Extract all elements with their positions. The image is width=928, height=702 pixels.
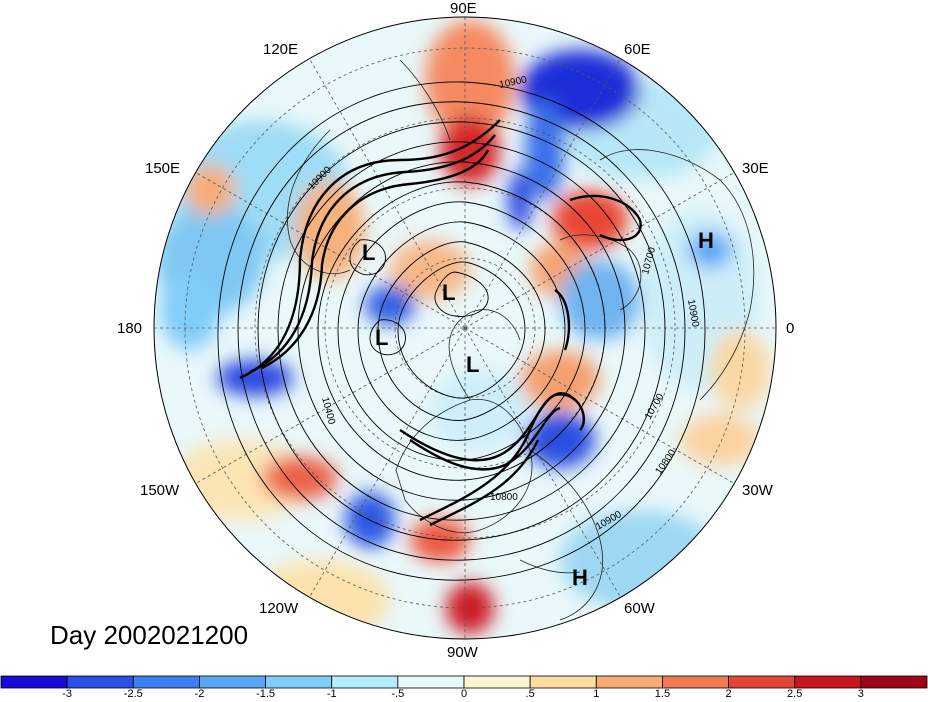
colorbar-swatch bbox=[331, 675, 399, 689]
colorbar-label: -1 bbox=[326, 688, 337, 700]
low-marker: L bbox=[442, 280, 455, 305]
colorbar-label: 3 bbox=[857, 688, 864, 700]
colorbar-swatch bbox=[463, 675, 531, 689]
lon-label-30w: 30W bbox=[742, 482, 773, 499]
low-marker: L bbox=[362, 240, 375, 265]
colorbar-swatch bbox=[199, 675, 266, 689]
lon-label-0: 0 bbox=[786, 320, 795, 337]
colorbar-swatch bbox=[860, 675, 928, 689]
colorbar-swatch bbox=[728, 675, 796, 689]
colorbar-label: -2 bbox=[194, 688, 205, 700]
pressure-markers: L L L L H H bbox=[362, 228, 714, 590]
lon-label-120e: 120E bbox=[263, 41, 299, 58]
lon-label-60e: 60E bbox=[624, 41, 651, 58]
lon-label-60w: 60W bbox=[624, 600, 655, 617]
colorbar-swatch bbox=[397, 675, 465, 689]
colorbar-swatch bbox=[529, 675, 597, 689]
jet-contours bbox=[239, 119, 642, 527]
colorbar-swatch bbox=[794, 675, 862, 689]
colorbar-label: 2 bbox=[725, 688, 732, 700]
colorbar-swatch bbox=[0, 675, 68, 689]
colorbar-swatch bbox=[595, 675, 663, 689]
colorbar-swatch bbox=[66, 675, 134, 689]
lon-label-150w: 150W bbox=[140, 482, 180, 499]
map-boundary bbox=[153, 16, 777, 640]
lon-label-120w: 120W bbox=[259, 600, 299, 617]
colorbar-label: .5 bbox=[525, 688, 535, 700]
lon-label-180: 180 bbox=[117, 320, 143, 337]
lon-label-150e: 150E bbox=[145, 160, 181, 177]
colorbar-label: 1 bbox=[593, 688, 600, 700]
colorbar bbox=[0, 675, 928, 689]
contour-label: 10900 bbox=[685, 299, 701, 329]
colorbar-label: -3 bbox=[62, 688, 73, 700]
high-marker: H bbox=[572, 565, 588, 590]
colorbar-swatch bbox=[132, 675, 200, 689]
graticule bbox=[154, 17, 776, 639]
colorbar-label: 2.5 bbox=[787, 688, 803, 700]
low-marker: L bbox=[375, 325, 388, 350]
coastlines bbox=[287, 59, 755, 621]
date-title: Day 2002021200 bbox=[50, 620, 249, 650]
colorbar-label: -2.5 bbox=[123, 688, 143, 700]
colorbar-swatch bbox=[265, 675, 333, 689]
colorbar-label: 0 bbox=[460, 688, 468, 700]
colorbar-label: -1.5 bbox=[256, 688, 276, 700]
height-contours bbox=[217, 81, 706, 581]
low-marker: L bbox=[466, 352, 479, 377]
contour-label: 10800 bbox=[490, 492, 518, 503]
colorbar-label: -.5 bbox=[391, 688, 405, 700]
high-marker: H bbox=[698, 228, 714, 253]
lon-label-30e: 30E bbox=[742, 160, 769, 177]
lon-label-90e: 90E bbox=[450, 0, 477, 17]
colorbar-swatch bbox=[662, 675, 729, 689]
lon-label-90w: 90W bbox=[447, 644, 478, 661]
colorbar-label: 1.5 bbox=[654, 688, 671, 700]
